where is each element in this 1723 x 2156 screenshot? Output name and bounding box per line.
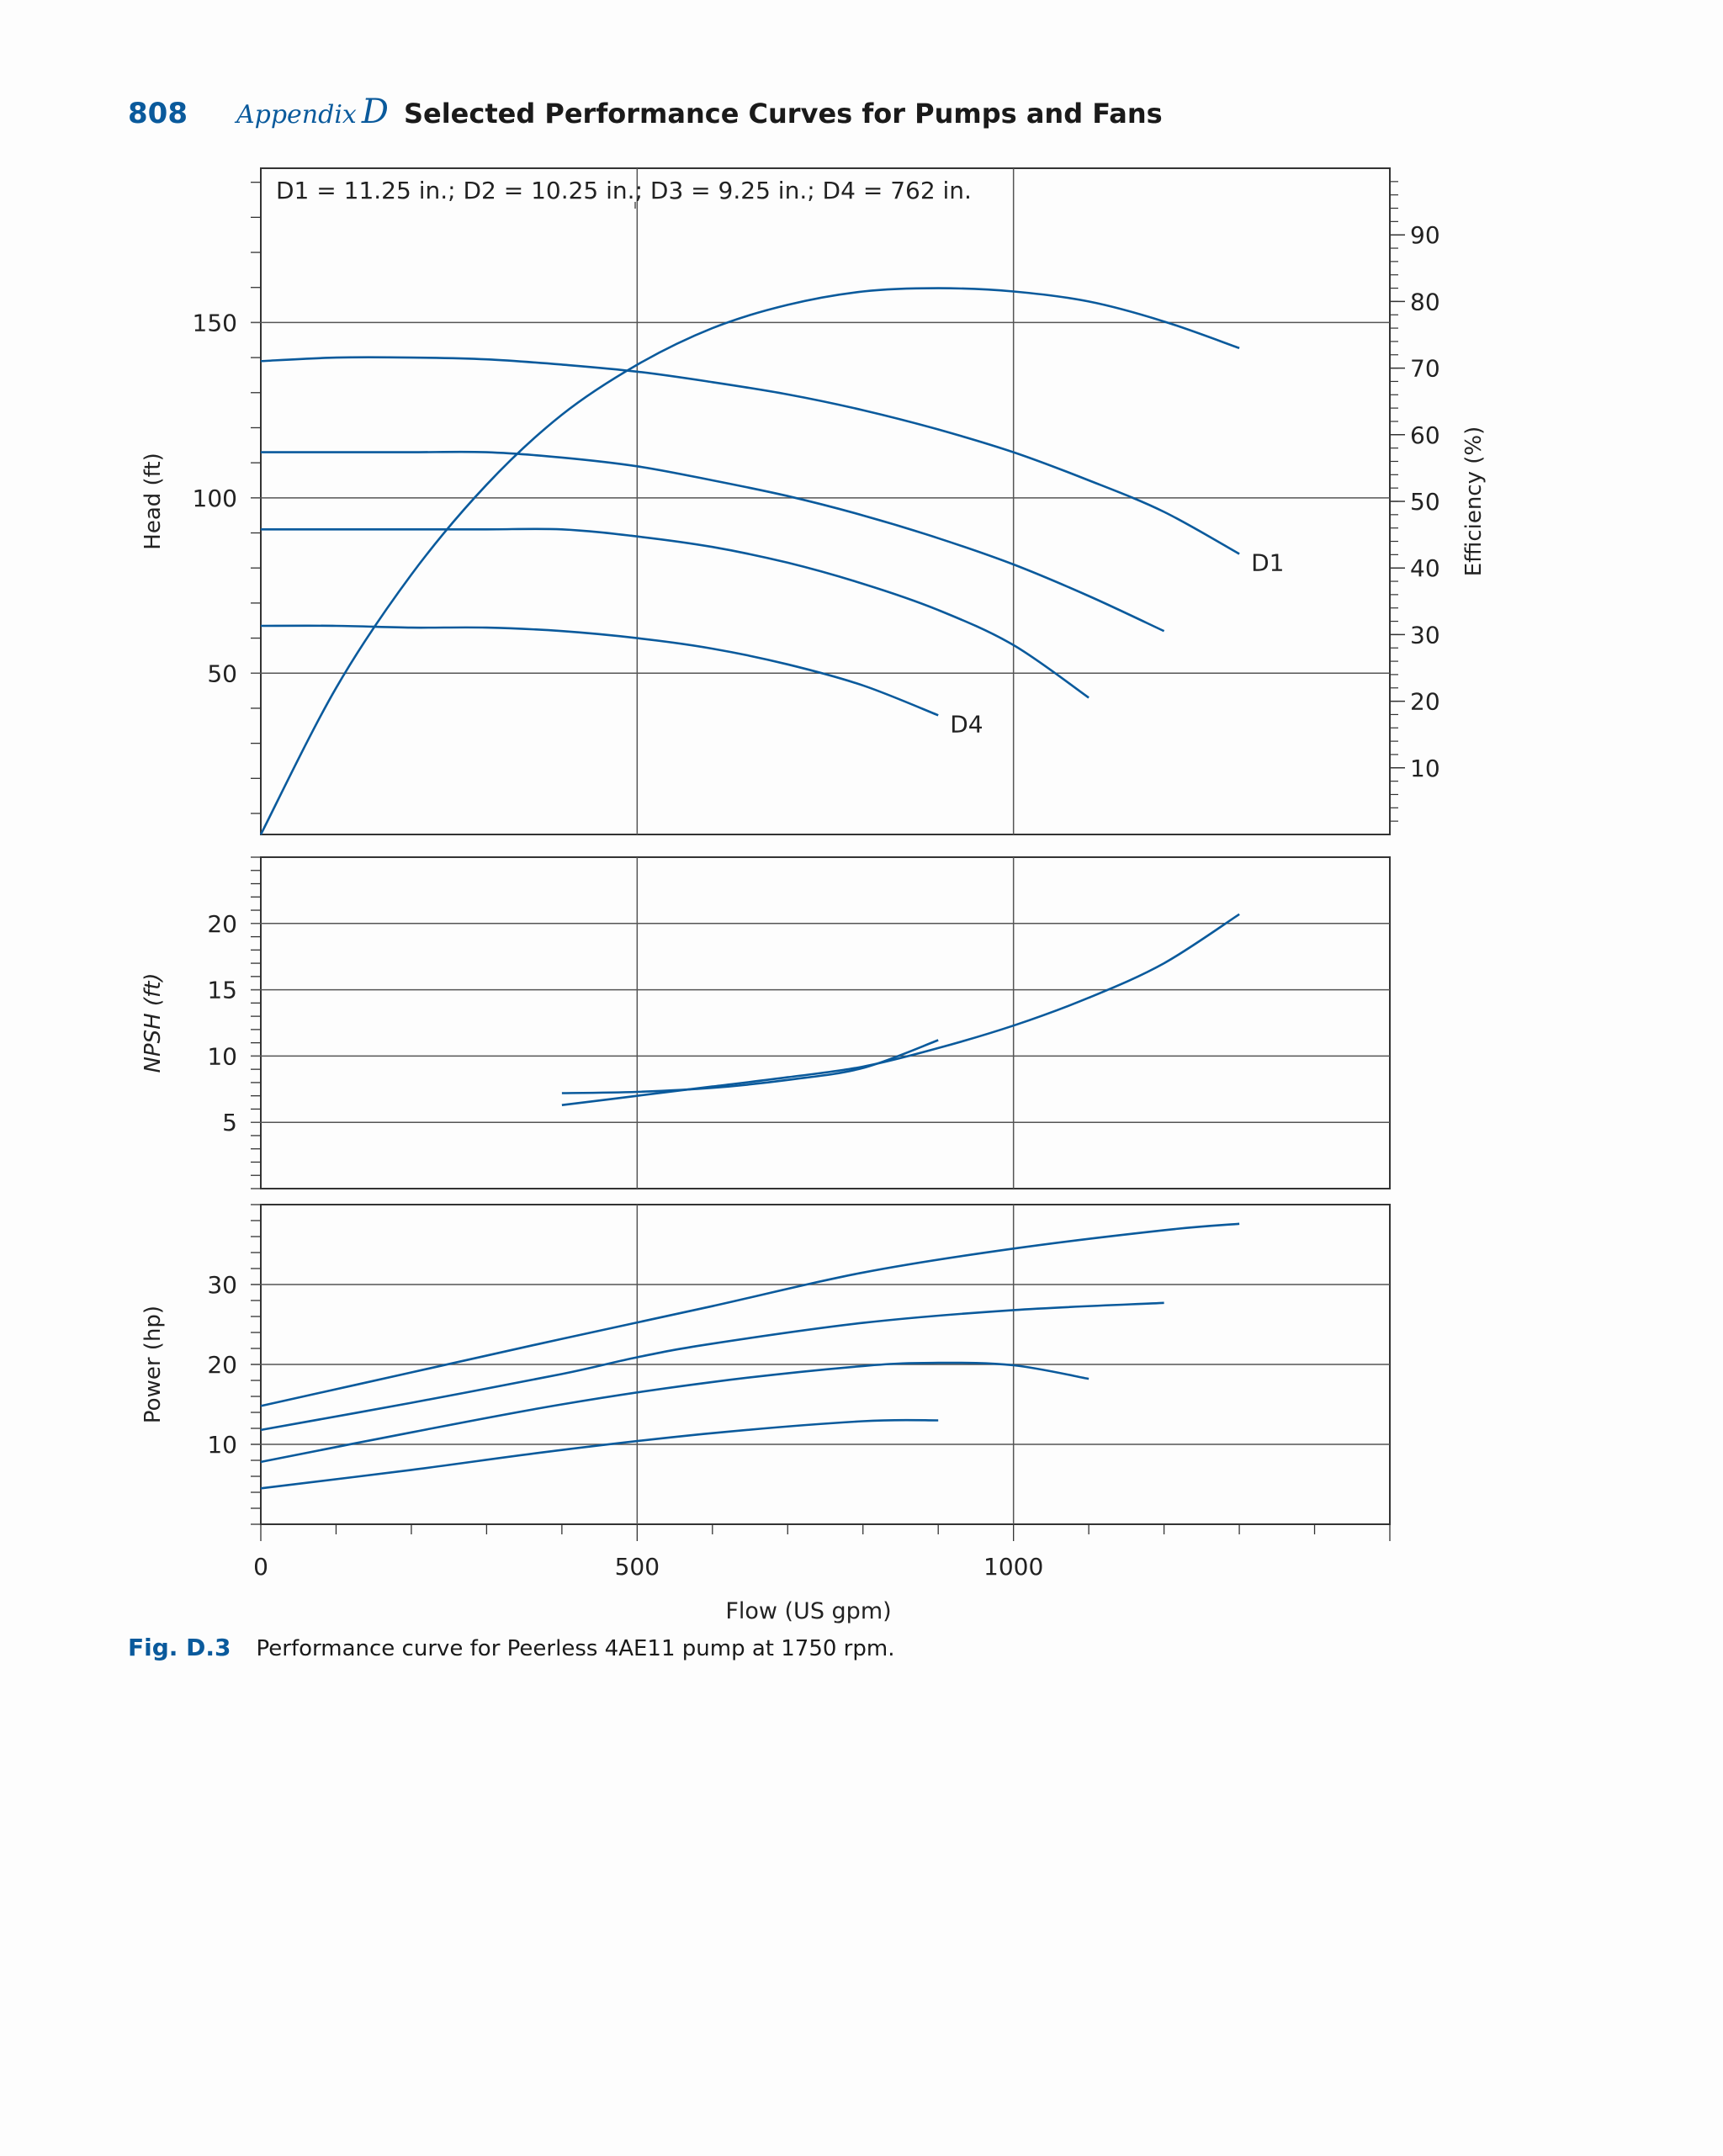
- curve-label-d1: D1: [1251, 549, 1284, 577]
- efficiency-tick-label: 20: [1410, 688, 1440, 716]
- head-y-axis-label: Head (ft): [140, 453, 166, 549]
- head-panel-frame: [260, 167, 1391, 835]
- head-y-tick-label: 50: [207, 660, 237, 687]
- head-curve-d2: [261, 450, 1165, 633]
- npsh-curve-2: [561, 1039, 939, 1094]
- efficiency-tick-label: 70: [1410, 355, 1440, 383]
- efficiency-tick-label: 50: [1410, 488, 1440, 516]
- efficiency-tick-label: 90: [1410, 221, 1440, 249]
- figure-caption-text: Performance curve for Peerless 4AE11 pum…: [256, 1636, 895, 1661]
- efficiency-tick-label: 60: [1410, 421, 1440, 449]
- power-curve-d3: [260, 1361, 1089, 1464]
- power-curve-d1: [260, 1222, 1240, 1407]
- page-number: 808: [128, 97, 188, 130]
- figure-label: Fig. D.3: [128, 1634, 231, 1661]
- head-y-tick-label: 150: [193, 309, 237, 336]
- head-chart-title: D1 = 11.25 in.; D2 = 10.25 in.; D3 = 9.2…: [276, 177, 972, 204]
- power-y-tick-label: 20: [207, 1351, 237, 1379]
- efficiency-axis-label: Efficiency (%): [1461, 426, 1487, 577]
- head-curve-d4: [260, 624, 939, 717]
- npsh-y-axis-label: NPSH (ft): [140, 972, 166, 1073]
- appendix-word: Appendix: [236, 100, 357, 130]
- x-tick-label: 500: [615, 1553, 660, 1581]
- figure-caption: Fig. D.3 Performance curve for Peerless …: [128, 1634, 894, 1661]
- power-curve-d2: [260, 1301, 1164, 1432]
- efficiency-tick-label: 30: [1410, 621, 1440, 649]
- power-y-tick-label: 10: [207, 1431, 237, 1459]
- page-header: 808 Appendix D Selected Performance Curv…: [128, 93, 1163, 135]
- npsh-y-tick-label: 20: [207, 910, 237, 938]
- power-y-axis-label: Power (hp): [140, 1306, 166, 1423]
- npsh-y-tick-label: 5: [222, 1109, 237, 1136]
- npsh-y-tick-label: 15: [207, 977, 237, 1004]
- appendix-letter: D: [361, 93, 389, 131]
- power-y-tick-label: 30: [207, 1271, 237, 1299]
- page-title: Selected Performance Curves for Pumps an…: [403, 98, 1163, 130]
- head-y-tick-label: 100: [193, 485, 237, 512]
- npsh-y-tick-label: 10: [207, 1042, 237, 1070]
- x-tick-label: 0: [253, 1553, 268, 1581]
- efficiency-tick-label: 40: [1410, 554, 1440, 582]
- npsh-curve-1: [561, 913, 1240, 1106]
- efficiency-tick-label: 80: [1410, 288, 1440, 315]
- head-curve-d1: [260, 356, 1240, 555]
- head-curve-efficiency: [259, 287, 1240, 835]
- npsh-panel-frame: [260, 856, 1391, 1189]
- power-curve-d4: [260, 1418, 939, 1490]
- efficiency-tick-label: 10: [1410, 755, 1440, 782]
- x-axis-label: Flow (US gpm): [725, 1598, 891, 1624]
- curve-label-d4: D4: [950, 710, 983, 738]
- x-tick-label: 1000: [983, 1553, 1043, 1581]
- head-curve-d3: [261, 527, 1089, 699]
